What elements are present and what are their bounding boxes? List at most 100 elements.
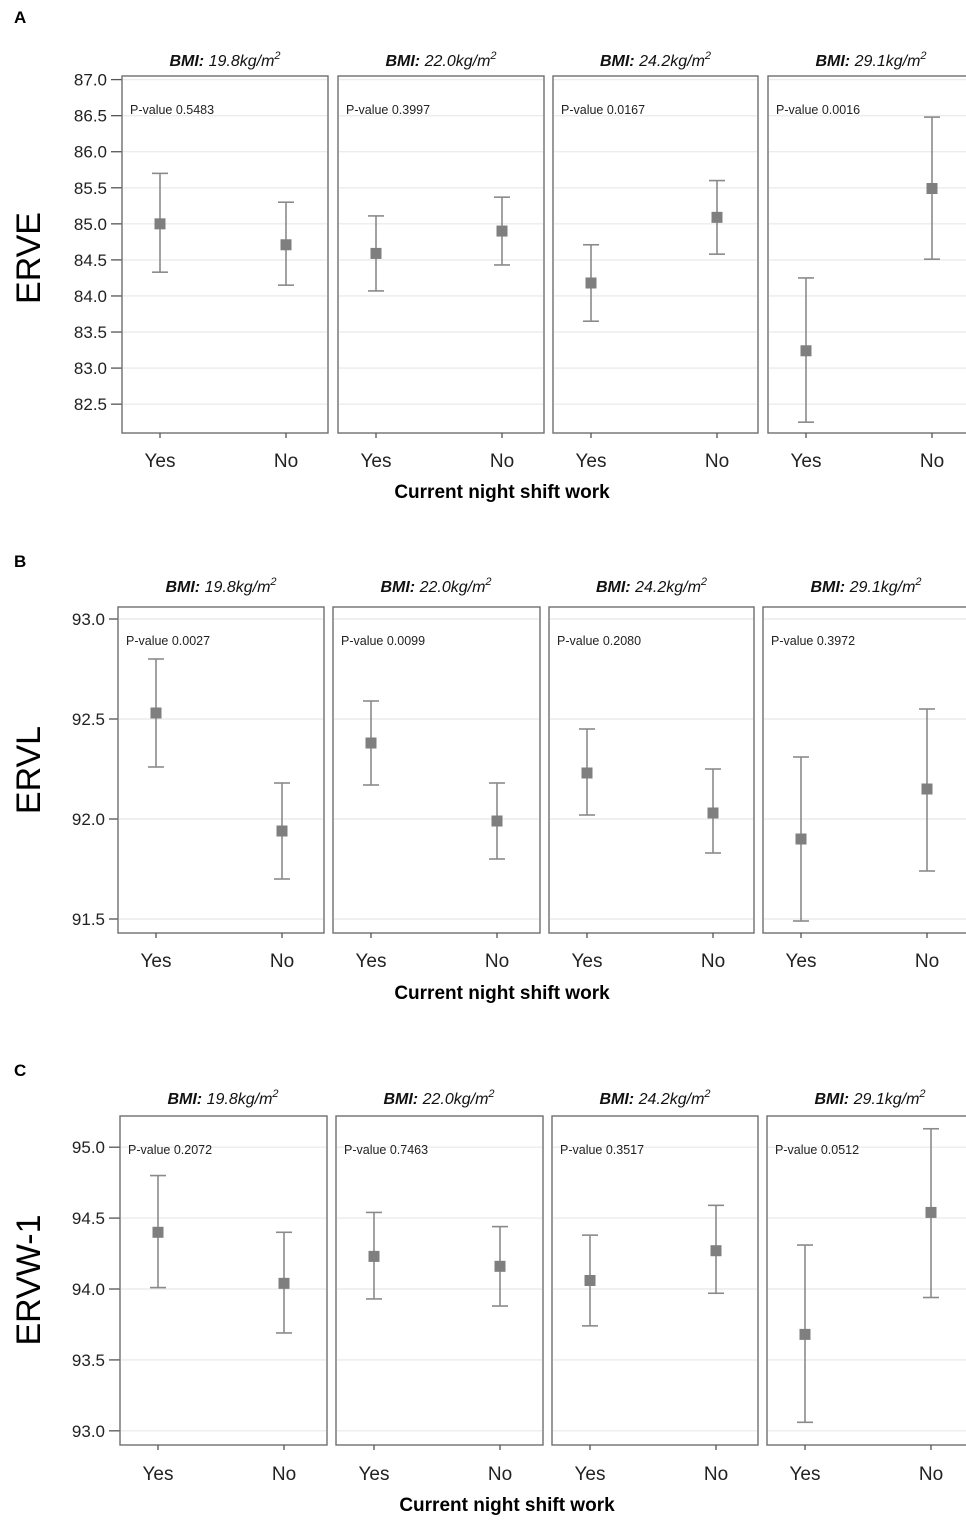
- y-axis-label: ERVE: [10, 212, 48, 304]
- bmi-exponent: 2: [487, 1088, 494, 1100]
- x-tick-label: Yes: [791, 451, 822, 472]
- bmi-prefix: BMI:: [600, 53, 639, 70]
- data-point: [152, 1226, 164, 1238]
- bmi-value: 24.2kg/m: [638, 53, 705, 70]
- bmi-prefix: BMI:: [383, 1091, 422, 1108]
- bmi-prefix: BMI:: [810, 579, 849, 596]
- bmi-value: 19.8kg/m: [205, 579, 271, 596]
- y-tick-label: 92.5: [72, 710, 105, 729]
- y-axis-label: ERVW-1: [10, 1214, 48, 1345]
- x-tick-label: No: [490, 451, 514, 472]
- p-value-label: P-value 0.7463: [344, 1143, 428, 1157]
- x-tick-label: Yes: [356, 951, 387, 972]
- p-value-label: P-value 0.0099: [341, 634, 425, 648]
- y-tick-label: 93.0: [72, 610, 105, 629]
- facet-header: BMI: 19.8kg/m2: [165, 576, 276, 596]
- facet-frame: [332, 606, 541, 934]
- data-point: [707, 807, 719, 819]
- x-tick-label: No: [272, 1464, 296, 1485]
- bmi-prefix: BMI:: [169, 53, 208, 70]
- y-tick-label: 87.0: [74, 71, 107, 90]
- facet: BMI: 19.8kg/m2 P-value 0.5483 Yes No: [121, 50, 329, 472]
- data-point: [926, 183, 938, 195]
- y-tick-label: 95.0: [72, 1138, 105, 1157]
- facet-frame: [335, 1115, 544, 1446]
- y-tick-label: 85.5: [74, 179, 107, 198]
- data-point: [584, 1275, 596, 1286]
- x-tick-label: No: [274, 451, 298, 472]
- facet: BMI: 29.1kg/m2 P-value 0.0512 Yes No: [766, 1088, 966, 1485]
- bmi-prefix: BMI:: [596, 579, 635, 596]
- facet: BMI: 22.0kg/m2 P-value 0.0099 Yes No: [332, 576, 541, 972]
- bmi-exponent: 2: [700, 576, 707, 588]
- facet-header: BMI: 19.8kg/m2: [167, 1088, 278, 1108]
- panel-letter: B: [14, 552, 26, 571]
- facet-header: BMI: 19.8kg/m2: [169, 50, 280, 70]
- bmi-prefix: BMI:: [165, 579, 204, 596]
- facet: BMI: 29.1kg/m2 P-value 0.3972 Yes No: [762, 576, 966, 972]
- panel-c: C ERVW-1 95.0 94.5 94.0 93.5 93.0 BMI: 19.8kg/m…: [10, 1061, 966, 1516]
- x-tick-label: No: [919, 1464, 943, 1485]
- x-axis-label: Current night shift work: [399, 1495, 615, 1515]
- facet-header: BMI: 29.1kg/m2: [814, 1088, 925, 1108]
- data-point: [370, 247, 382, 259]
- x-tick-label: Yes: [576, 451, 607, 472]
- p-value-label: P-value 0.2072: [128, 1143, 212, 1157]
- data-point: [800, 345, 812, 357]
- bmi-value: 24.2kg/m: [634, 579, 701, 596]
- x-tick-label: No: [705, 451, 729, 472]
- p-value-label: P-value 0.0016: [776, 103, 860, 117]
- data-point: [365, 737, 377, 749]
- data-point: [925, 1206, 937, 1218]
- panel-a: A ERVE 87.0 86.5 86.0 85.5 85.0 84.5 84.0 83.5 83.…: [10, 8, 966, 503]
- bmi-value: 19.8kg/m: [209, 53, 275, 70]
- p-value-label: P-value 0.3517: [560, 1143, 644, 1157]
- bmi-prefix: BMI:: [599, 1091, 638, 1108]
- p-value-label: P-value 0.0027: [126, 634, 210, 648]
- data-point: [278, 1277, 290, 1289]
- p-value-label: P-value 0.3972: [771, 634, 855, 648]
- data-point: [368, 1250, 380, 1262]
- facet-frame: [121, 75, 329, 434]
- x-tick-label: No: [488, 1464, 512, 1485]
- data-point: [496, 225, 508, 237]
- data-point: [494, 1260, 506, 1272]
- facet-header: BMI: 24.2kg/m2: [596, 576, 707, 596]
- facet-frame: [337, 75, 545, 434]
- x-tick-label: No: [270, 951, 294, 972]
- data-point: [585, 277, 597, 289]
- y-tick-label: 92.0: [72, 810, 105, 829]
- data-point: [921, 783, 933, 795]
- facet: BMI: 22.0kg/m2 P-value 0.3997 Yes No: [337, 50, 545, 472]
- y-tick-label: 86.5: [74, 107, 107, 126]
- facet-header: BMI: 22.0kg/m2: [380, 576, 491, 596]
- bmi-exponent: 2: [271, 1088, 278, 1100]
- facet-frame: [766, 1115, 966, 1446]
- facet: BMI: 22.0kg/m2 P-value 0.7463 Yes No: [335, 1088, 544, 1485]
- x-tick-label: No: [485, 951, 509, 972]
- bmi-prefix: BMI:: [814, 1091, 853, 1108]
- data-point: [581, 767, 593, 779]
- facet-header: BMI: 29.1kg/m2: [810, 576, 921, 596]
- p-value-label: P-value 0.0512: [775, 1143, 859, 1157]
- facet: BMI: 29.1kg/m2 P-value 0.0016 Yes No: [767, 50, 966, 472]
- data-point: [280, 239, 292, 251]
- bmi-value: 29.1kg/m: [853, 1091, 920, 1108]
- bmi-value: 24.2kg/m: [638, 1091, 705, 1108]
- y-tick-label: 84.5: [74, 251, 107, 270]
- bmi-prefix: BMI:: [385, 53, 424, 70]
- data-point: [795, 833, 807, 845]
- facet-header: BMI: 22.0kg/m2: [385, 50, 496, 70]
- y-tick-label: 91.5: [72, 910, 105, 929]
- p-value-label: P-value 0.3997: [346, 103, 430, 117]
- bmi-exponent: 2: [918, 1088, 925, 1100]
- data-point: [711, 211, 723, 223]
- x-tick-label: Yes: [361, 451, 392, 472]
- bmi-exponent: 2: [704, 50, 711, 62]
- x-tick-label: Yes: [790, 1464, 821, 1485]
- bmi-value: 29.1kg/m: [854, 53, 921, 70]
- bmi-value: 22.0kg/m: [422, 1091, 489, 1108]
- y-tick-label: 93.0: [72, 1422, 105, 1441]
